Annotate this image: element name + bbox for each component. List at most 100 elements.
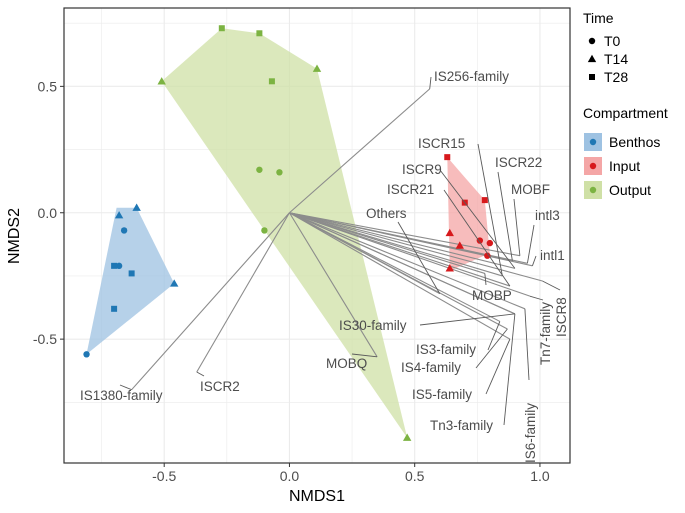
vector-leader-line	[119, 384, 132, 391]
vector-leader-line	[443, 189, 511, 287]
vector-label: IS1380-family	[80, 388, 163, 403]
point-output-circle	[256, 166, 263, 173]
vector-label: ISCR21	[387, 182, 434, 197]
vector-label: intl3	[535, 208, 560, 223]
legend: Time T0 T14 T28 Compartment Benthos Input Outpu…	[583, 10, 668, 199]
vector-label: ISCR9	[402, 162, 442, 177]
legend-color-title: Compartment	[583, 105, 668, 121]
vector-leader-line	[513, 198, 521, 256]
point-benthos-square	[111, 305, 118, 312]
vector-leader-line	[524, 308, 530, 381]
point-output-square	[218, 25, 225, 32]
vector-label: IS256-family	[434, 69, 509, 84]
point-benthos-triangle	[170, 279, 179, 287]
y-tick-label: -0.5	[33, 331, 57, 347]
axes: -0.5 0.0 0.5 1.0 -0.5 0.0 0.5	[33, 78, 550, 484]
point-input-circle	[484, 252, 491, 259]
legend-label-t14: T14	[604, 51, 628, 67]
vector-leader-line	[475, 328, 508, 369]
vector-line	[289, 212, 485, 274]
point-output-triangle	[402, 433, 412, 441]
vector-line	[289, 212, 441, 295]
vector-leader-line	[484, 273, 487, 286]
y-axis-title: NMDS2	[6, 208, 23, 264]
legend-swatch-dot	[589, 162, 597, 170]
legend-key-t14	[587, 54, 597, 63]
point-output-circle	[261, 227, 268, 234]
vector-leader-line	[351, 353, 378, 358]
vector-leader-line	[542, 280, 561, 291]
vector-label: MOBP	[472, 288, 512, 303]
point-input-triangle	[445, 228, 454, 237]
vector-leader-line	[497, 171, 513, 261]
vector-leader-line	[419, 313, 515, 326]
vector-leader-line	[487, 321, 501, 351]
x-axis-title: NMDS1	[289, 488, 345, 505]
point-benthos-square	[111, 262, 118, 269]
vector-line	[289, 212, 511, 340]
point-input-square	[444, 154, 451, 161]
vector-leader-line	[439, 169, 516, 269]
vector-label: MOBF	[511, 182, 550, 197]
vector-leader-line	[526, 224, 535, 264]
point-input-triangle	[455, 241, 464, 249]
point-benthos-circle	[120, 227, 128, 234]
x-tick-label: 0.0	[280, 468, 300, 484]
y-tick-label: 0.0	[38, 205, 58, 221]
vector-segments	[131, 88, 543, 391]
vector-line	[289, 212, 511, 287]
vector-label: ISCR22	[495, 155, 542, 170]
vector-line	[289, 212, 516, 269]
point-input-triangle	[445, 264, 454, 272]
y-tick-label: 0.5	[38, 78, 58, 94]
vector-line	[289, 212, 513, 262]
hull-benthos	[86, 207, 175, 355]
vector-leader-line	[485, 338, 511, 395]
point-input-circle	[476, 237, 484, 244]
vector-leader-line	[503, 313, 516, 426]
x-tick-label: -0.5	[152, 468, 176, 484]
vector-label: IS4-family	[401, 360, 461, 375]
vector-leader-line	[532, 255, 537, 266]
point-input-circle	[486, 239, 494, 247]
vector-label: Tn3-family	[430, 418, 493, 433]
vector-label: Tn7-family	[538, 302, 553, 365]
legend-swatch-dot	[589, 138, 597, 146]
vector-line	[289, 88, 431, 214]
legend-label-benthos: Benthos	[609, 134, 660, 150]
vector-line	[289, 212, 543, 282]
legend-label-input: Input	[609, 158, 640, 174]
vector-label: IS3-family	[416, 342, 476, 357]
x-tick-label: 0.5	[405, 468, 425, 484]
point-output-square	[256, 30, 263, 37]
hull-output	[161, 28, 408, 438]
vector-line	[131, 212, 290, 391]
vector-label: intl1	[540, 248, 565, 263]
vector-line	[196, 212, 290, 373]
vector-label: ISCR15	[418, 136, 465, 151]
vector-label: IS30-family	[339, 318, 407, 333]
legend-key-t28	[589, 74, 595, 80]
vector-label: MOBQ	[326, 356, 367, 371]
vector-line	[288, 212, 378, 358]
legend-label-output: Output	[609, 182, 651, 198]
vector-label: Others	[366, 206, 407, 221]
x-tick-label: 1.0	[530, 468, 550, 484]
point-benthos-circle	[83, 351, 90, 358]
point-benthos-square	[128, 270, 135, 277]
vector-label: IS5-family	[412, 387, 472, 402]
vector-line	[289, 212, 526, 310]
legend-label-t0: T0	[604, 33, 621, 49]
vector-label: ISCR8	[554, 297, 569, 337]
vector-label: ISCR2	[200, 379, 240, 394]
vector-line	[289, 212, 516, 315]
point-output-triangle	[157, 77, 166, 85]
point-output-square	[268, 78, 275, 85]
point-output-triangle	[312, 64, 322, 72]
legend-label-t28: T28	[604, 69, 628, 85]
point-benthos-triangle	[114, 211, 124, 219]
point-benthos-circle	[115, 262, 123, 270]
vector-leader-line	[529, 295, 544, 301]
point-benthos-triangle	[132, 203, 141, 211]
